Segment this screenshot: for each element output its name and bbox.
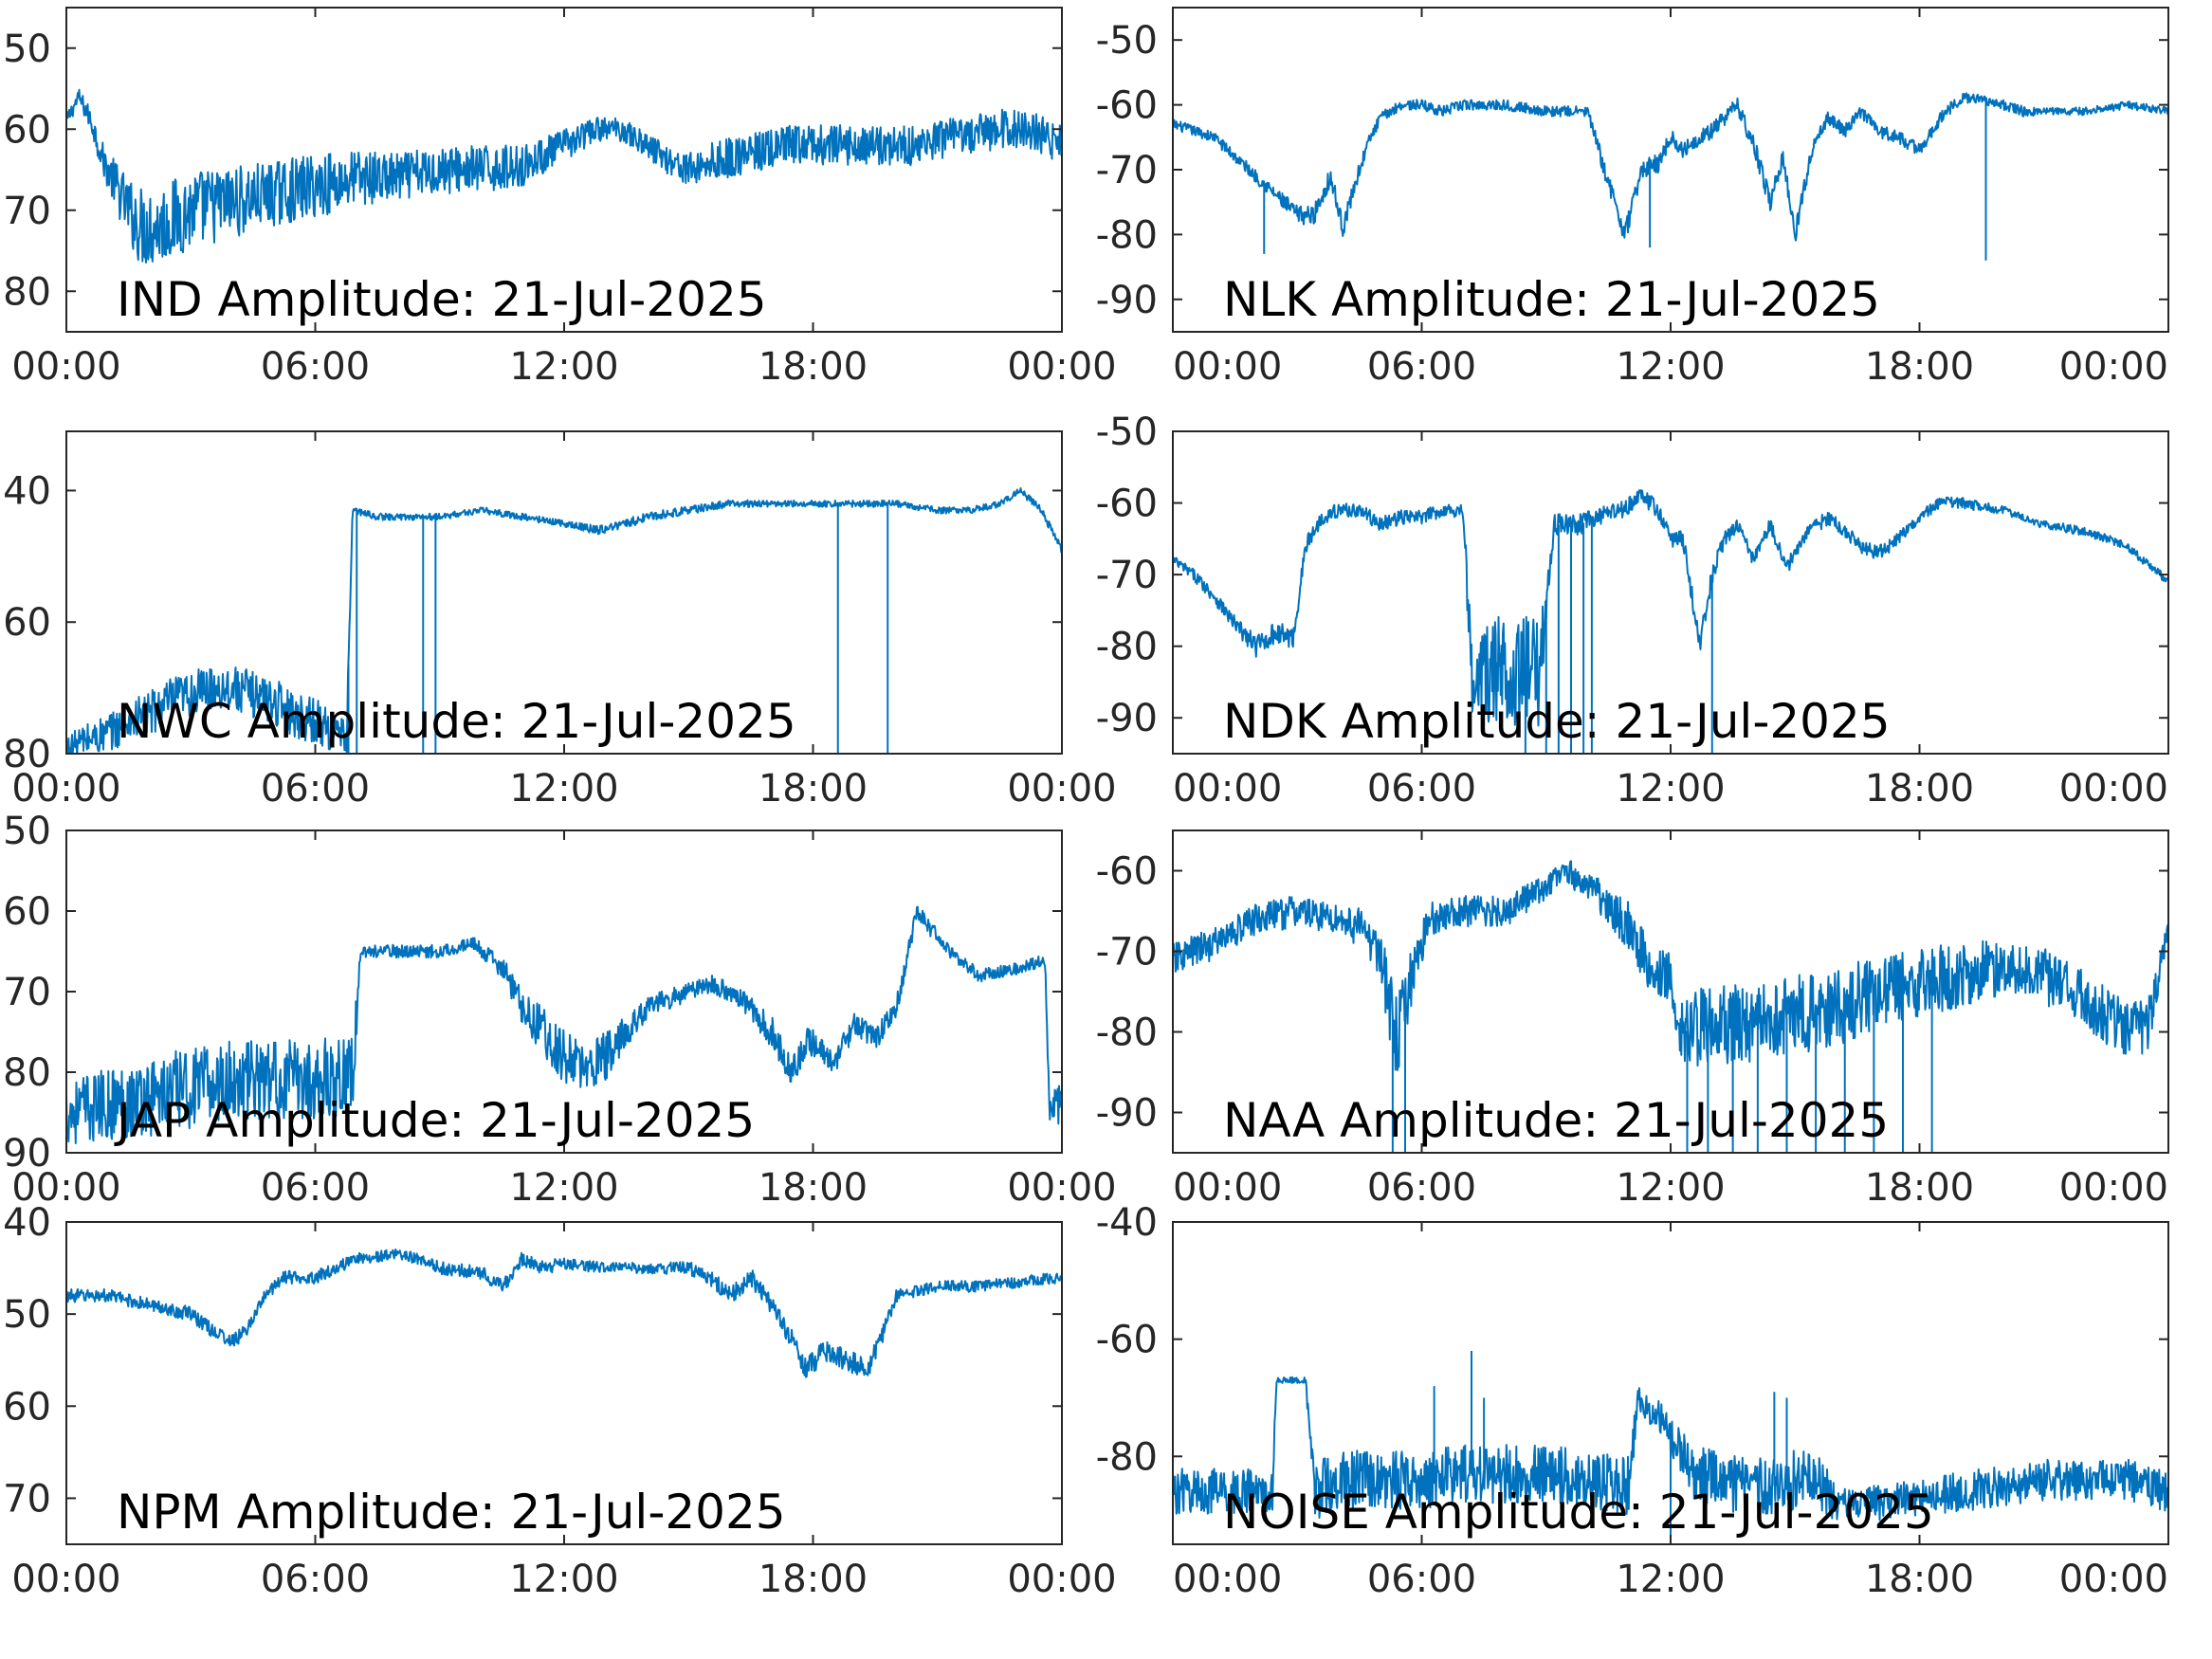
x-tick-label: 18:00 (759, 1166, 868, 1210)
y-tick-label: -50 (1096, 19, 1158, 63)
x-tick-label: 18:00 (1865, 1558, 1974, 1601)
x-tick-label: 00:00 (11, 1558, 120, 1601)
panel-title: JAP Amplitude: 21-Jul-2025 (114, 1093, 755, 1148)
x-tick-label: 00:00 (1007, 767, 1116, 811)
x-tick-label: 00:00 (1173, 1558, 1282, 1601)
x-tick-label: 18:00 (1865, 1166, 1974, 1210)
y-tick-label: 60 (3, 890, 51, 934)
x-tick-label: 00:00 (1007, 345, 1116, 389)
x-tick-label: 06:00 (261, 767, 370, 811)
series-trace (66, 88, 1062, 264)
y-tick-label: -40 (1096, 1201, 1158, 1245)
x-tick-label: 00:00 (1007, 1166, 1116, 1210)
y-tick-label: -80 (1096, 1012, 1158, 1055)
panel-npm: 40 50 60 70 00:00 06:00 12:00 18:00 00:00 NPM Amp… (3, 1201, 1117, 1601)
x-tick-label: 00:00 (2059, 345, 2168, 389)
panel-title: IND Amplitude: 21-Jul-2025 (117, 272, 767, 327)
x-tick-label: 06:00 (261, 345, 370, 389)
panel-naa: -60 -70 -80 -90 00:00 06:00 12:00 18:00 00:00 NAA… (1096, 830, 2169, 1210)
panel-ind: 50 60 70 80 00:00 06:00 12:00 18:00 00:00 IND Amp… (3, 7, 1117, 389)
x-tick-label: 18:00 (1865, 767, 1974, 811)
y-tick-label: 40 (3, 1201, 51, 1245)
x-tick-label: 06:00 (261, 1558, 370, 1601)
y-tick-label: -60 (1096, 483, 1158, 526)
x-tick-label: 00:00 (11, 1166, 120, 1210)
y-tick-label: -80 (1096, 626, 1158, 669)
y-tick-label: 60 (3, 108, 51, 152)
panel-noise: -40 -60 -80 00:00 06:00 12:00 18:00 00:00 NOISE … (1096, 1201, 2169, 1601)
x-tick-label: 06:00 (1367, 767, 1476, 811)
x-tick-label: 00:00 (1007, 1558, 1116, 1601)
y-tick-label: 90 (3, 1132, 51, 1176)
x-tick-label: 06:00 (1367, 1166, 1476, 1210)
series-trace (66, 1249, 1062, 1378)
y-tick-label: 80 (3, 270, 51, 314)
y-tick-label: 60 (3, 601, 51, 645)
y-tick-label: -80 (1096, 1435, 1158, 1479)
panel-ndk: -50 -60 -70 -80 -90 00:00 06:00 12:00 18:00 00:00… (1096, 410, 2169, 811)
y-tick-label: -50 (1096, 410, 1158, 454)
y-tick-label: -60 (1096, 84, 1158, 128)
x-tick-label: 00:00 (2059, 1558, 2168, 1601)
series-trace (1173, 92, 2168, 242)
x-tick-label: 00:00 (11, 345, 120, 389)
y-tick-label: 50 (3, 27, 51, 71)
y-tick-label: -70 (1096, 931, 1158, 975)
x-tick-label: 18:00 (759, 1558, 868, 1601)
panel-title: NAA Amplitude: 21-Jul-2025 (1223, 1093, 1889, 1148)
x-tick-label: 06:00 (1367, 1558, 1476, 1601)
x-tick-label: 12:00 (509, 345, 618, 389)
x-tick-label: 18:00 (1865, 345, 1974, 389)
y-tick-label: -90 (1096, 697, 1158, 740)
y-tick-label: 80 (3, 1051, 51, 1095)
series-trace (66, 487, 1062, 754)
x-tick-label: 18:00 (759, 767, 868, 811)
x-tick-label: 00:00 (2059, 767, 2168, 811)
y-tick-label: 40 (3, 469, 51, 513)
x-tick-label: 00:00 (1173, 345, 1282, 389)
y-tick-label: 70 (3, 1477, 51, 1521)
series-trace (1173, 860, 2168, 1071)
panel-title: NWC Amplitude: 21-Jul-2025 (117, 694, 796, 749)
y-tick-label: -70 (1096, 554, 1158, 597)
series-trace (66, 905, 1062, 1144)
y-tick-label: 60 (3, 1385, 51, 1429)
x-tick-label: 12:00 (1616, 1166, 1725, 1210)
x-tick-label: 12:00 (509, 767, 618, 811)
y-tick-label: 70 (3, 190, 51, 233)
y-tick-label: 70 (3, 971, 51, 1014)
y-tick-label: -90 (1096, 279, 1158, 322)
x-tick-label: 12:00 (1616, 767, 1725, 811)
panel-title: NOISE Amplitude: 21-Jul-2025 (1223, 1485, 1934, 1540)
x-tick-label: 06:00 (261, 1166, 370, 1210)
panel-nlk: -50 -60 -70 -80 -90 00:00 06:00 12:00 18:00 00:00… (1096, 7, 2169, 389)
x-tick-label: 12:00 (509, 1558, 618, 1601)
x-tick-label: 00:00 (11, 767, 120, 811)
y-tick-label: 50 (3, 1293, 51, 1337)
x-tick-label: 12:00 (509, 1166, 618, 1210)
x-tick-label: 12:00 (1616, 1558, 1725, 1601)
x-tick-label: 06:00 (1367, 345, 1476, 389)
y-tick-label: -60 (1096, 1319, 1158, 1362)
x-tick-label: 00:00 (1173, 767, 1282, 811)
x-tick-label: 00:00 (1173, 1166, 1282, 1210)
panel-title: NPM Amplitude: 21-Jul-2025 (117, 1485, 786, 1540)
y-tick-label: 80 (3, 733, 51, 776)
x-tick-label: 18:00 (759, 345, 868, 389)
x-tick-label: 12:00 (1616, 345, 1725, 389)
y-tick-label: -80 (1096, 213, 1158, 257)
y-tick-label: 50 (3, 810, 51, 853)
panel-title: NLK Amplitude: 21-Jul-2025 (1223, 272, 1880, 327)
y-tick-label: -70 (1096, 149, 1158, 192)
series-trace (1173, 489, 2168, 727)
x-tick-label: 00:00 (2059, 1166, 2168, 1210)
y-tick-label: -90 (1096, 1092, 1158, 1136)
panel-title: NDK Amplitude: 21-Jul-2025 (1223, 694, 1891, 749)
y-tick-label: -60 (1096, 850, 1158, 894)
